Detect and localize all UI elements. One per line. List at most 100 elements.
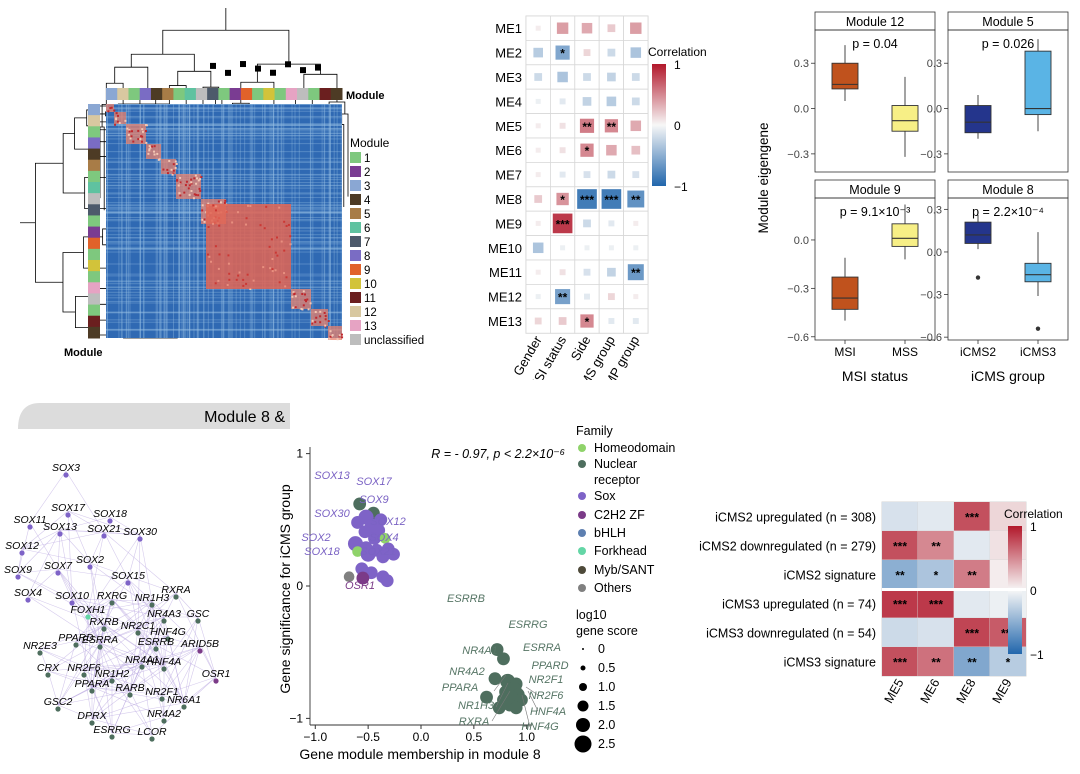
network-node bbox=[125, 580, 131, 586]
matrix-pixel bbox=[223, 201, 226, 204]
network-edge bbox=[161, 676, 217, 696]
matrix-pixel bbox=[208, 255, 211, 258]
matrix-pixel bbox=[174, 166, 177, 169]
heatmap-square bbox=[532, 242, 544, 254]
matrix-stripe bbox=[183, 104, 185, 338]
matrix-stripe bbox=[340, 104, 342, 338]
network-node-label: LCOR bbox=[137, 726, 167, 738]
matrix-pixel bbox=[278, 206, 281, 209]
size-legend-dot bbox=[576, 718, 590, 732]
matrix-pixel bbox=[156, 152, 159, 155]
matrix-pixel bbox=[329, 330, 332, 333]
module-color-bar-left bbox=[88, 104, 100, 339]
heatmap-square bbox=[882, 560, 918, 589]
heatmap-row-label: ME1 bbox=[495, 21, 522, 36]
nr-gene-label: ESRRB bbox=[447, 593, 485, 605]
matrix-pixel bbox=[242, 284, 245, 287]
osr1-gene-label: OSR1 bbox=[345, 580, 375, 592]
size-legend-dot bbox=[574, 735, 592, 753]
matrix-stripe bbox=[106, 117, 342, 119]
matrix-stripe bbox=[106, 321, 342, 323]
network-node bbox=[159, 696, 165, 702]
network-edge bbox=[71, 598, 139, 630]
matrix-pixel bbox=[153, 153, 156, 156]
network-node bbox=[25, 597, 31, 603]
matrix-pixel bbox=[179, 181, 182, 184]
matrix-stripe bbox=[106, 115, 342, 117]
matrix-stripe bbox=[106, 124, 342, 126]
matrix-stripe bbox=[121, 104, 123, 338]
matrix-stripe bbox=[118, 104, 120, 338]
heatmap-square bbox=[604, 119, 619, 133]
matrix-pixel bbox=[210, 260, 213, 263]
matrix-pixel bbox=[259, 224, 262, 227]
module-legend-label: 4 bbox=[364, 195, 371, 207]
matrix-pixel bbox=[192, 197, 195, 200]
matrix-pixel bbox=[203, 218, 206, 221]
matrix-stripe bbox=[329, 104, 331, 338]
network-edge bbox=[39, 648, 85, 672]
scatter-point bbox=[509, 701, 523, 715]
matrix-stripe bbox=[163, 104, 165, 338]
boxplot-panel: Module 12 p = 0.04 0.3 0.0 −0.3 Module 5 p = 0… bbox=[756, 11, 1069, 384]
matrix-pixel bbox=[190, 181, 193, 184]
network-edge bbox=[91, 624, 105, 720]
matrix-stripe bbox=[106, 110, 342, 112]
legend-tick: 0 bbox=[674, 119, 681, 133]
heatmap-row-label: ME8 bbox=[495, 192, 522, 207]
size-legend-title: log10 bbox=[576, 608, 607, 622]
network-edge bbox=[91, 642, 101, 688]
matrix-stripe bbox=[189, 104, 191, 338]
matrix-pixel bbox=[127, 133, 130, 136]
matrix-pixel bbox=[340, 333, 343, 336]
matrix-pixel bbox=[184, 184, 187, 187]
matrix-stripe bbox=[106, 288, 342, 290]
y-tick-label: 0.0 bbox=[927, 104, 942, 116]
module-legend-swatch bbox=[350, 166, 361, 177]
heatmap-significance-mark: ** bbox=[558, 291, 568, 305]
family-legend-label: Forkhead bbox=[594, 544, 647, 558]
size-legend-title-2: gene score bbox=[576, 624, 638, 638]
facet-title: Module 9 bbox=[849, 183, 900, 197]
network-edge bbox=[83, 670, 93, 720]
matrix-stripe bbox=[106, 174, 342, 176]
module-legend-swatch bbox=[350, 208, 361, 219]
heatmap-square bbox=[918, 502, 954, 531]
heatmap-square bbox=[954, 531, 990, 560]
matrix-stripe bbox=[187, 104, 189, 338]
legend-tick: 0 bbox=[1030, 584, 1037, 598]
matrix-stripe bbox=[106, 104, 108, 338]
leader-line bbox=[495, 682, 509, 708]
size-legend-label: 0.5 bbox=[598, 661, 615, 675]
heatmap-square bbox=[630, 47, 642, 58]
matrix-pixel bbox=[147, 152, 150, 155]
matrix-pixel bbox=[314, 321, 317, 324]
matrix-pixel bbox=[237, 274, 240, 277]
matrix-stripe bbox=[189, 104, 191, 338]
matrix-pixel bbox=[212, 204, 215, 207]
network-edge bbox=[27, 595, 101, 644]
matrix-stripe bbox=[106, 179, 342, 181]
network-node bbox=[37, 650, 43, 656]
heatmap-square bbox=[627, 190, 645, 208]
boxplot-facet: Module 8 p = 2.2×10⁻⁴ 0.3 0.0 −0.3 −0.6 iCMS2 i… bbox=[920, 179, 1069, 359]
legend-tick: −1 bbox=[674, 180, 688, 194]
network-edge bbox=[83, 634, 169, 672]
module-color-segment bbox=[88, 115, 100, 127]
module-color-segment bbox=[218, 88, 231, 100]
box-body bbox=[891, 105, 919, 132]
leader-line bbox=[527, 690, 539, 712]
network-edge bbox=[141, 646, 201, 664]
module-color-segment bbox=[263, 88, 276, 100]
network-edge bbox=[161, 694, 185, 704]
y-tick-label: 0.0 bbox=[794, 104, 809, 116]
network-node-label: CRX bbox=[37, 662, 60, 674]
network-node-label: GSC bbox=[187, 608, 210, 620]
sox-gene-label: SOX4 bbox=[369, 532, 398, 544]
heatmap-square bbox=[633, 294, 639, 300]
network-node bbox=[73, 642, 79, 648]
leader-line bbox=[525, 686, 539, 696]
matrix-stripe bbox=[106, 311, 342, 313]
module-legend-swatch bbox=[350, 194, 361, 205]
heatmap-square bbox=[583, 73, 591, 81]
